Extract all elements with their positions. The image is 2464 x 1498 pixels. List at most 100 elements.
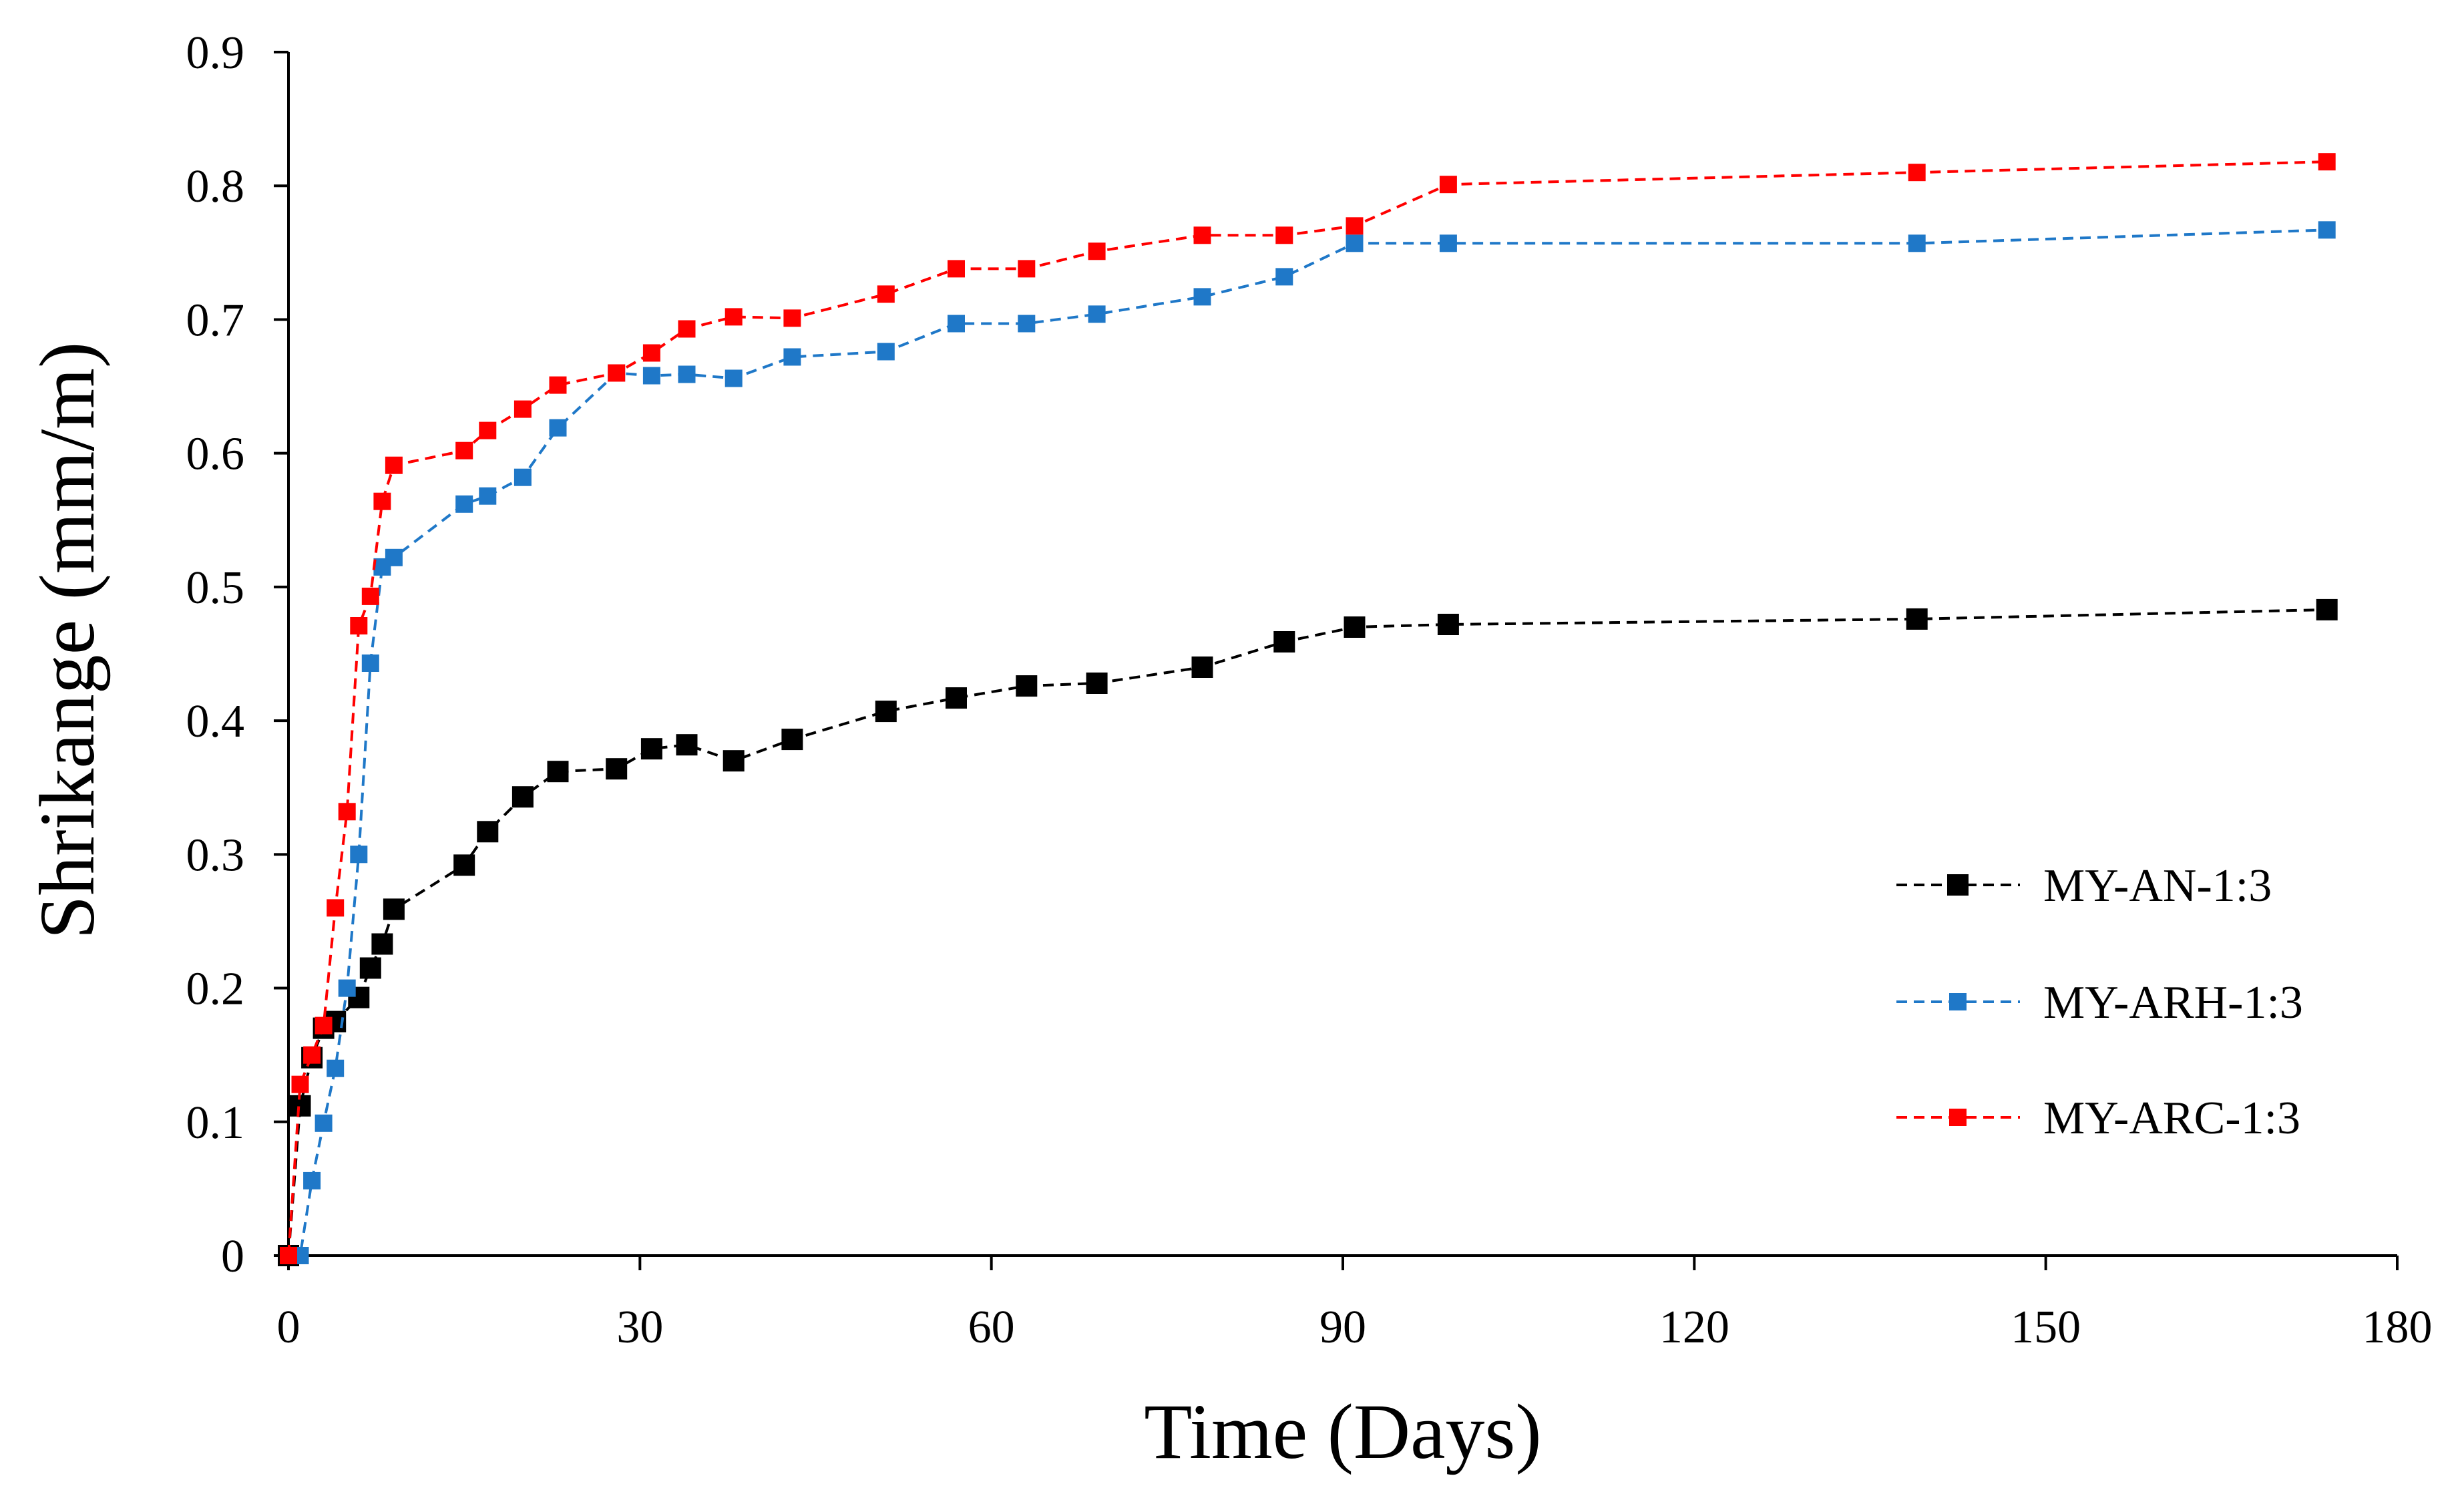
data-point-my-arc-1-3 — [549, 376, 567, 394]
data-point-my-arc-1-3 — [327, 899, 345, 917]
x-axis-title: Time (Days) — [1144, 1388, 1541, 1475]
data-point-my-arc-1-3 — [877, 285, 895, 303]
series-my-an-1-3 — [278, 598, 2338, 1266]
data-point-my-arh-1-3 — [350, 846, 368, 864]
data-point-my-arc-1-3 — [1088, 242, 1106, 260]
y-tick-label: 0.8 — [186, 161, 245, 212]
data-point-my-arc-1-3 — [303, 1046, 321, 1064]
data-point-my-an-1-3 — [1191, 657, 1213, 678]
data-point-my-arh-1-3 — [1018, 315, 1036, 333]
data-point-my-arh-1-3 — [783, 348, 801, 366]
data-point-my-an-1-3 — [1437, 614, 1459, 635]
x-tick-label: 180 — [2363, 1302, 2433, 1353]
data-point-my-an-1-3 — [511, 786, 534, 808]
data-point-my-an-1-3 — [640, 738, 662, 760]
y-tick-label: 0.2 — [186, 964, 245, 1015]
data-point-my-arc-1-3 — [678, 320, 696, 338]
y-tick-label: 0.7 — [186, 295, 245, 346]
data-point-my-arc-1-3 — [455, 441, 473, 459]
y-tick-label: 0.1 — [186, 1097, 245, 1149]
data-point-my-arc-1-3 — [315, 1016, 333, 1035]
data-point-my-an-1-3 — [359, 957, 381, 979]
y-tick-label: 0 — [221, 1231, 244, 1282]
x-tick-label: 150 — [2011, 1302, 2081, 1353]
data-point-my-an-1-3 — [477, 821, 499, 843]
data-point-my-an-1-3 — [606, 758, 628, 780]
data-point-my-an-1-3 — [371, 933, 393, 955]
data-point-my-an-1-3 — [875, 701, 897, 723]
data-point-my-arh-1-3 — [1908, 234, 1926, 252]
y-tick-label: 0.6 — [186, 429, 245, 480]
legend-marker-my-arh-1-3 — [1949, 993, 1967, 1010]
data-point-my-arh-1-3 — [1275, 268, 1293, 286]
data-point-my-arc-1-3 — [783, 309, 801, 327]
data-point-my-an-1-3 — [453, 854, 475, 876]
data-point-my-an-1-3 — [676, 734, 698, 756]
legend-entry-my-arh-1-3: MY-ARH-1:3 — [1896, 977, 2303, 1028]
y-tick-label: 0.3 — [186, 829, 245, 881]
data-point-my-arh-1-3 — [2318, 221, 2336, 239]
data-point-my-arc-1-3 — [1439, 176, 1457, 194]
data-point-my-an-1-3 — [1906, 608, 1928, 630]
x-tick-label: 60 — [968, 1302, 1015, 1353]
data-point-my-arc-1-3 — [725, 308, 743, 326]
data-point-my-arh-1-3 — [479, 487, 497, 505]
data-point-my-arc-1-3 — [373, 492, 391, 510]
data-point-my-arc-1-3 — [479, 421, 497, 439]
data-point-my-an-1-3 — [383, 898, 405, 920]
series-line-my-an-1-3 — [287, 608, 2327, 1256]
x-tick-label: 90 — [1319, 1302, 1366, 1353]
y-tick-label: 0.5 — [186, 562, 245, 614]
data-point-my-arc-1-3 — [1275, 226, 1293, 244]
x-tick-label: 120 — [1659, 1302, 1729, 1353]
legend-entry-my-an-1-3: MY-AN-1:3 — [1896, 860, 2272, 912]
x-tick-label: 30 — [616, 1302, 663, 1353]
data-point-my-an-1-3 — [946, 687, 967, 709]
data-point-my-arh-1-3 — [514, 468, 532, 486]
data-point-my-arc-1-3 — [2318, 153, 2336, 171]
data-point-my-arc-1-3 — [361, 587, 379, 605]
legend-label-my-arc-1-3: MY-ARC-1:3 — [2043, 1093, 2300, 1144]
data-point-my-arh-1-3 — [725, 369, 743, 387]
data-point-my-arh-1-3 — [877, 343, 895, 361]
x-tick-label: 0 — [277, 1302, 300, 1353]
data-point-my-arh-1-3 — [1439, 234, 1457, 252]
y-tick-label: 0.4 — [186, 696, 245, 747]
legend: MY-AN-1:3 MY-ARH-1:3 MY-ARC-1:3 — [1896, 860, 2303, 1144]
data-point-my-an-1-3 — [723, 750, 745, 772]
data-point-my-an-1-3 — [1273, 631, 1295, 652]
data-point-my-arh-1-3 — [549, 419, 567, 437]
data-point-my-arc-1-3 — [514, 400, 532, 418]
data-point-my-arh-1-3 — [1088, 305, 1106, 323]
data-point-my-an-1-3 — [547, 761, 569, 783]
data-point-my-arh-1-3 — [642, 367, 660, 385]
data-point-my-arh-1-3 — [327, 1059, 345, 1077]
data-point-my-arc-1-3 — [1346, 217, 1364, 235]
series-layer — [278, 153, 2338, 1266]
data-point-my-an-1-3 — [1016, 675, 1038, 697]
data-point-my-arh-1-3 — [315, 1114, 333, 1132]
data-point-my-an-1-3 — [2316, 598, 2338, 620]
data-point-my-arh-1-3 — [338, 979, 356, 997]
data-point-my-arc-1-3 — [385, 456, 403, 474]
data-point-my-arh-1-3 — [361, 654, 379, 672]
data-point-my-arh-1-3 — [303, 1171, 321, 1189]
data-point-my-arh-1-3 — [1193, 288, 1211, 306]
data-point-my-arc-1-3 — [350, 617, 368, 634]
data-point-my-an-1-3 — [781, 729, 803, 751]
data-point-my-arc-1-3 — [1193, 226, 1211, 244]
data-point-my-arc-1-3 — [642, 344, 660, 362]
data-point-my-arh-1-3 — [455, 495, 473, 513]
series-my-arc-1-3 — [280, 153, 2336, 1264]
legend-marker-my-an-1-3 — [1947, 874, 1969, 896]
data-point-my-arc-1-3 — [608, 364, 626, 382]
data-point-my-an-1-3 — [1344, 616, 1366, 638]
legend-label-my-an-1-3: MY-AN-1:3 — [2043, 860, 2272, 912]
data-point-my-arh-1-3 — [678, 365, 696, 383]
data-point-my-arh-1-3 — [385, 548, 403, 566]
y-axis-title: Shrikange (mm/m) — [23, 342, 111, 940]
y-tick-label: 0.9 — [186, 27, 245, 79]
data-point-my-arc-1-3 — [280, 1247, 297, 1264]
